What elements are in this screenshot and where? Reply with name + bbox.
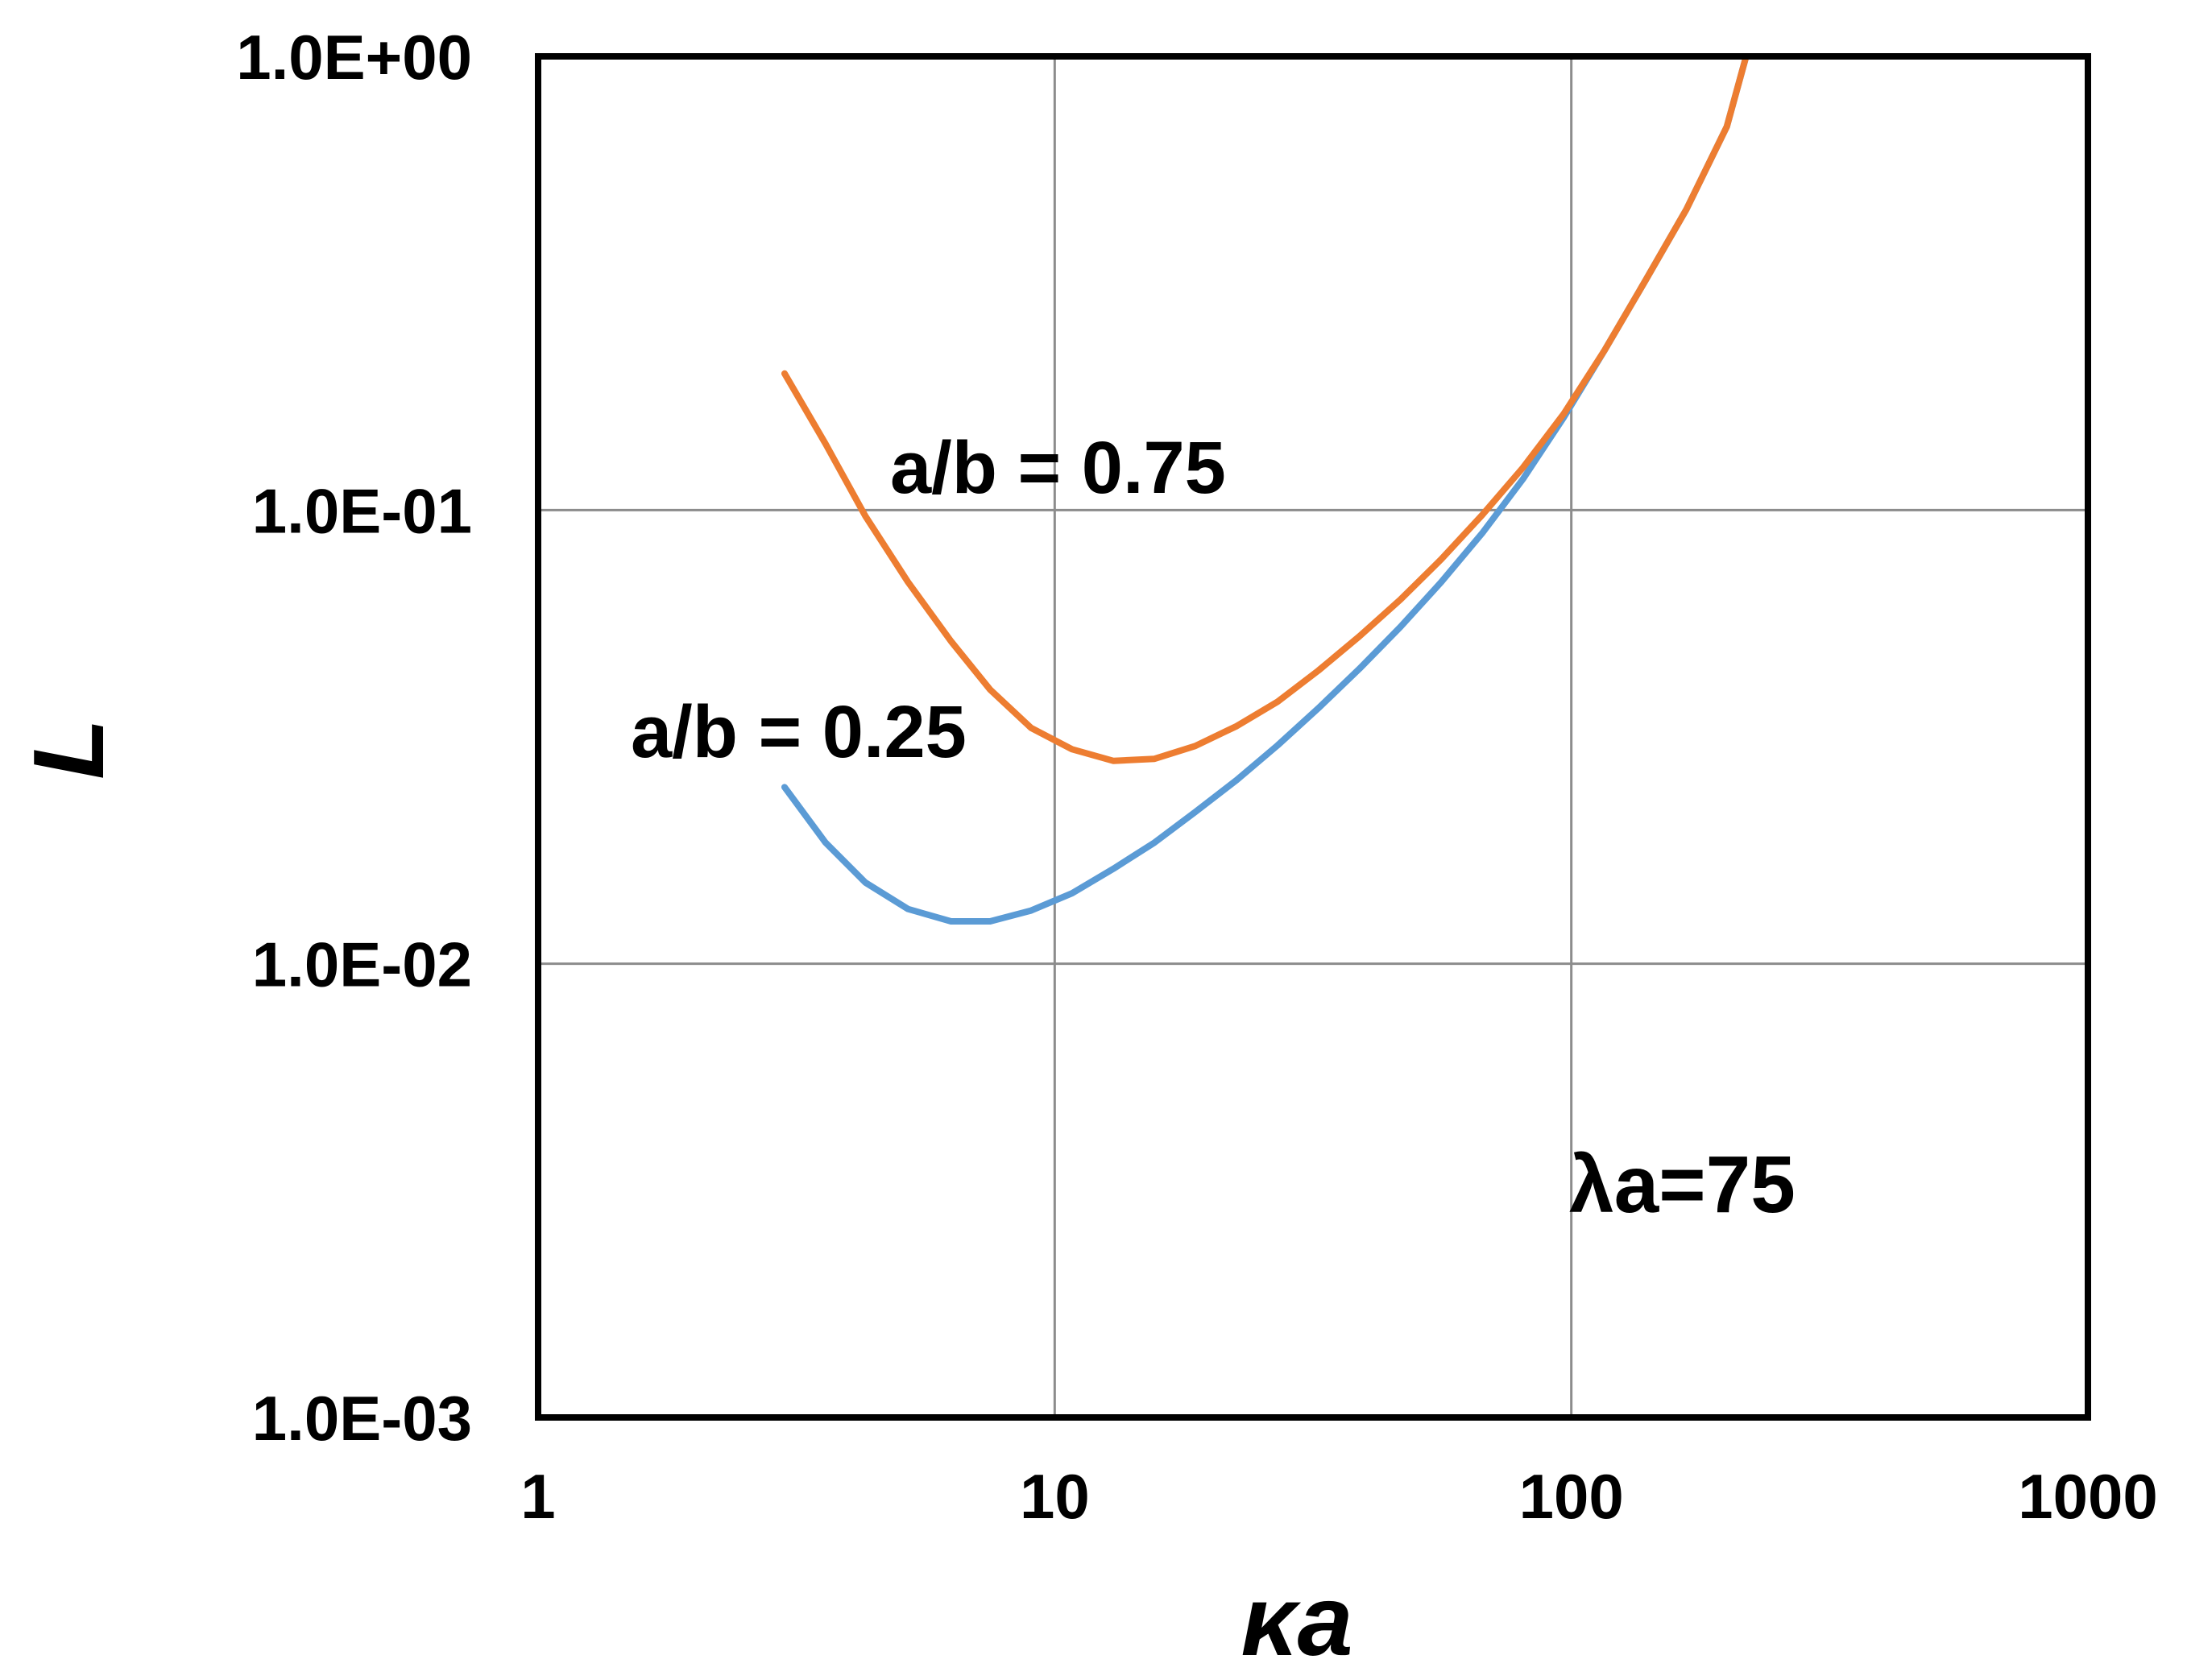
y-tick-label: 1.0E-02	[252, 929, 472, 1000]
x-tick-label: 1000	[2018, 1461, 2158, 1532]
series-line-1	[781, 53, 1750, 764]
series-lines	[781, 53, 1750, 925]
x-tick-label: 100	[1519, 1461, 1624, 1532]
x-tick-label: 10	[1020, 1461, 1090, 1532]
y-tick-label: 1.0E-03	[252, 1383, 472, 1454]
x-axis-label: κa	[1241, 1566, 1352, 1677]
x-tick-labels: 1 10 100 1000	[520, 1461, 2157, 1532]
y-axis-label: L	[14, 718, 125, 780]
annotation-lambda: λa=75	[1569, 1140, 1796, 1230]
y-tick-labels: 1.0E-03 1.0E-02 1.0E-01 1.0E+00	[236, 22, 472, 1454]
y-tick-label: 1.0E-01	[252, 475, 472, 546]
x-tick-label: 1	[520, 1461, 555, 1532]
series-label-ab-025: a/b = 0.25	[631, 691, 967, 773]
series-label-ab-075: a/b = 0.75	[890, 427, 1226, 509]
y-tick-label: 1.0E+00	[236, 22, 472, 93]
plot-frame	[535, 53, 2091, 1421]
